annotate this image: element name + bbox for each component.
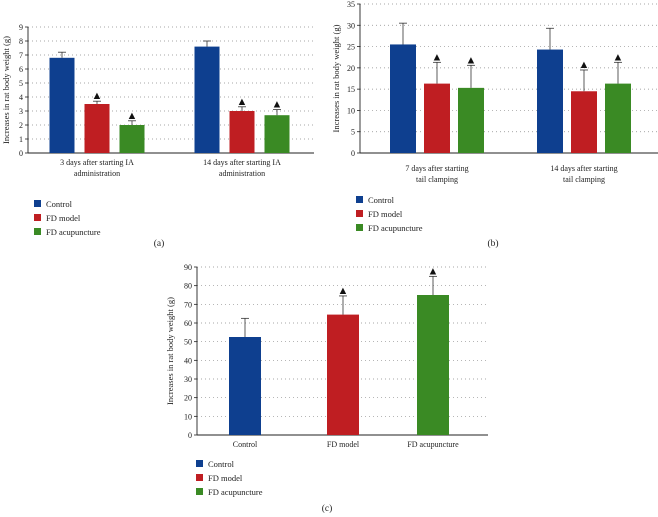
legend-label: FD model	[368, 209, 403, 219]
legend-swatch	[34, 200, 41, 207]
legend-swatch	[356, 210, 363, 217]
panel-label: (a)	[154, 238, 165, 249]
significance-marker: ▲	[579, 59, 590, 71]
legend-label: Control	[208, 459, 235, 469]
y-tick-label: 20	[184, 394, 192, 403]
y-tick-label: 50	[184, 338, 192, 347]
y-tick-label: 20	[347, 64, 355, 73]
y-tick-label: 0	[351, 149, 355, 158]
x-group-label-line: administration	[219, 169, 265, 178]
y-tick-label: 0	[188, 431, 192, 440]
significance-marker: ▲	[127, 110, 138, 122]
y-axis-title: Increases in rat body weight (g)	[331, 24, 341, 132]
x-group-label: FD acupuncture	[407, 440, 459, 449]
y-tick-label: 3	[19, 107, 23, 116]
x-group-label: 14 days after starting tail clamping	[550, 164, 617, 184]
panel-c-chart: 0 10 20 30 40 50 60 70 80 90 Increases in rat body…	[165, 263, 488, 514]
y-tick-label: 9	[19, 23, 23, 32]
panel-a-chart: 0 1 2 3 4 5 6 7 8 9 Increases in rat body weight (…	[1, 23, 314, 249]
significance-marker: ▲	[237, 96, 248, 108]
bar	[605, 83, 631, 153]
y-tick-label: 10	[184, 412, 192, 421]
bar	[327, 314, 359, 435]
legend-label: FD acupuncture	[368, 223, 423, 233]
x-group-label-line: FD acupuncture	[407, 440, 459, 449]
bar	[49, 57, 75, 153]
bar	[119, 125, 145, 153]
y-tick-label: 40	[184, 356, 192, 365]
legend-label: FD acupuncture	[46, 227, 101, 237]
x-group-label-line: tail clamping	[416, 175, 458, 184]
bar	[571, 91, 597, 153]
significance-marker: ▲	[466, 54, 477, 66]
y-tick-label: 4	[19, 93, 23, 102]
x-group-label: 14 days after starting IA administration	[203, 158, 281, 178]
y-tick-label: 15	[347, 85, 355, 94]
bar	[264, 115, 290, 153]
y-tick-label: 25	[347, 43, 355, 52]
legend-swatch	[196, 488, 203, 495]
legend-label: Control	[46, 199, 73, 209]
y-axis-title: Increases in rat body weight (g)	[165, 297, 175, 405]
x-group-label-line: Control	[233, 440, 258, 449]
panel-b-chart: 0 5 10 15 20 25 30 35 Increases in rat body weig…	[331, 0, 658, 249]
x-group-label: FD model	[327, 440, 360, 449]
legend-label: FD model	[208, 473, 243, 483]
legend-label: Control	[368, 195, 395, 205]
x-group-label-line: FD model	[327, 440, 360, 449]
legend-swatch	[196, 474, 203, 481]
y-tick-label: 80	[184, 282, 192, 291]
panel-label: (c)	[322, 503, 333, 514]
y-tick-label: 6	[19, 65, 23, 74]
y-tick-label: 60	[184, 319, 192, 328]
bar	[424, 83, 450, 153]
x-group-label: 3 days after starting IA administration	[60, 158, 134, 178]
x-group-label-line: 14 days after starting	[550, 164, 617, 173]
bar	[229, 111, 255, 153]
y-tick-label: 30	[347, 21, 355, 30]
bar	[84, 104, 110, 153]
y-tick-label: 30	[184, 375, 192, 384]
significance-marker: ▲	[338, 285, 349, 297]
legend-label: FD acupuncture	[208, 487, 263, 497]
significance-marker: ▲	[613, 51, 624, 63]
x-group-label: 7 days after starting tail clamping	[405, 164, 468, 184]
x-group-label-line: administration	[74, 169, 120, 178]
y-axis-title: Increases in rat body weight (g)	[1, 36, 11, 144]
y-tick-label: 70	[184, 300, 192, 309]
y-tick-label: 7	[19, 51, 23, 60]
bar	[194, 46, 220, 153]
bar	[458, 87, 484, 153]
significance-marker: ▲	[428, 265, 439, 277]
x-group-label: Control	[233, 440, 258, 449]
legend-swatch	[34, 214, 41, 221]
significance-marker: ▲	[432, 51, 443, 63]
legend-swatch	[196, 460, 203, 467]
legend-swatch	[356, 196, 363, 203]
legend-swatch	[34, 228, 41, 235]
bar	[417, 295, 449, 435]
bar	[537, 49, 563, 153]
y-tick-label: 35	[347, 0, 355, 9]
legend-label: FD model	[46, 213, 81, 223]
y-tick-label: 8	[19, 37, 23, 46]
y-tick-label: 2	[19, 121, 23, 130]
x-group-label-line: 7 days after starting	[405, 164, 468, 173]
x-group-label-line: tail clamping	[563, 175, 605, 184]
x-group-label-line: 14 days after starting IA	[203, 158, 281, 167]
legend-swatch	[356, 224, 363, 231]
y-tick-label: 5	[351, 128, 355, 137]
significance-marker: ▲	[272, 99, 283, 111]
y-tick-label: 1	[19, 135, 23, 144]
y-tick-label: 0	[19, 149, 23, 158]
y-tick-label: 10	[347, 106, 355, 115]
y-tick-label: 90	[184, 263, 192, 272]
bar	[229, 337, 261, 435]
significance-marker: ▲	[92, 90, 103, 102]
x-group-label-line: 3 days after starting IA	[60, 158, 134, 167]
y-tick-label: 5	[19, 79, 23, 88]
panel-label: (b)	[487, 238, 498, 249]
bar	[390, 44, 416, 153]
